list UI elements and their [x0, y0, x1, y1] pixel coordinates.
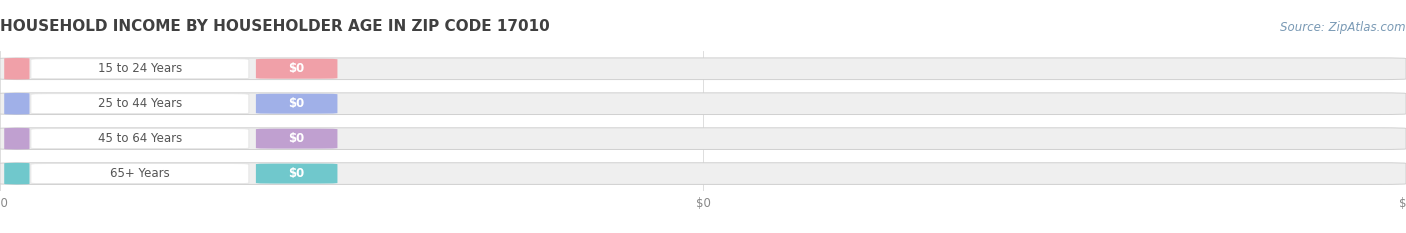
- FancyBboxPatch shape: [256, 59, 337, 79]
- FancyBboxPatch shape: [4, 93, 30, 115]
- FancyBboxPatch shape: [0, 163, 1406, 185]
- Text: $0: $0: [288, 167, 305, 180]
- FancyBboxPatch shape: [31, 164, 249, 184]
- FancyBboxPatch shape: [0, 58, 1406, 80]
- FancyBboxPatch shape: [256, 94, 337, 114]
- Text: $0: $0: [288, 132, 305, 145]
- FancyBboxPatch shape: [31, 59, 249, 79]
- Text: 45 to 64 Years: 45 to 64 Years: [98, 132, 181, 145]
- Text: HOUSEHOLD INCOME BY HOUSEHOLDER AGE IN ZIP CODE 17010: HOUSEHOLD INCOME BY HOUSEHOLDER AGE IN Z…: [0, 20, 550, 34]
- Text: 65+ Years: 65+ Years: [110, 167, 170, 180]
- FancyBboxPatch shape: [256, 129, 337, 149]
- FancyBboxPatch shape: [4, 128, 30, 150]
- FancyBboxPatch shape: [0, 93, 1406, 115]
- Text: Source: ZipAtlas.com: Source: ZipAtlas.com: [1281, 21, 1406, 34]
- FancyBboxPatch shape: [4, 163, 30, 185]
- FancyBboxPatch shape: [0, 128, 1406, 150]
- FancyBboxPatch shape: [4, 58, 30, 80]
- FancyBboxPatch shape: [256, 164, 337, 184]
- Text: $0: $0: [288, 62, 305, 75]
- FancyBboxPatch shape: [31, 129, 249, 149]
- Text: 25 to 44 Years: 25 to 44 Years: [98, 97, 181, 110]
- Text: $0: $0: [288, 97, 305, 110]
- Text: 15 to 24 Years: 15 to 24 Years: [98, 62, 181, 75]
- FancyBboxPatch shape: [31, 94, 249, 114]
